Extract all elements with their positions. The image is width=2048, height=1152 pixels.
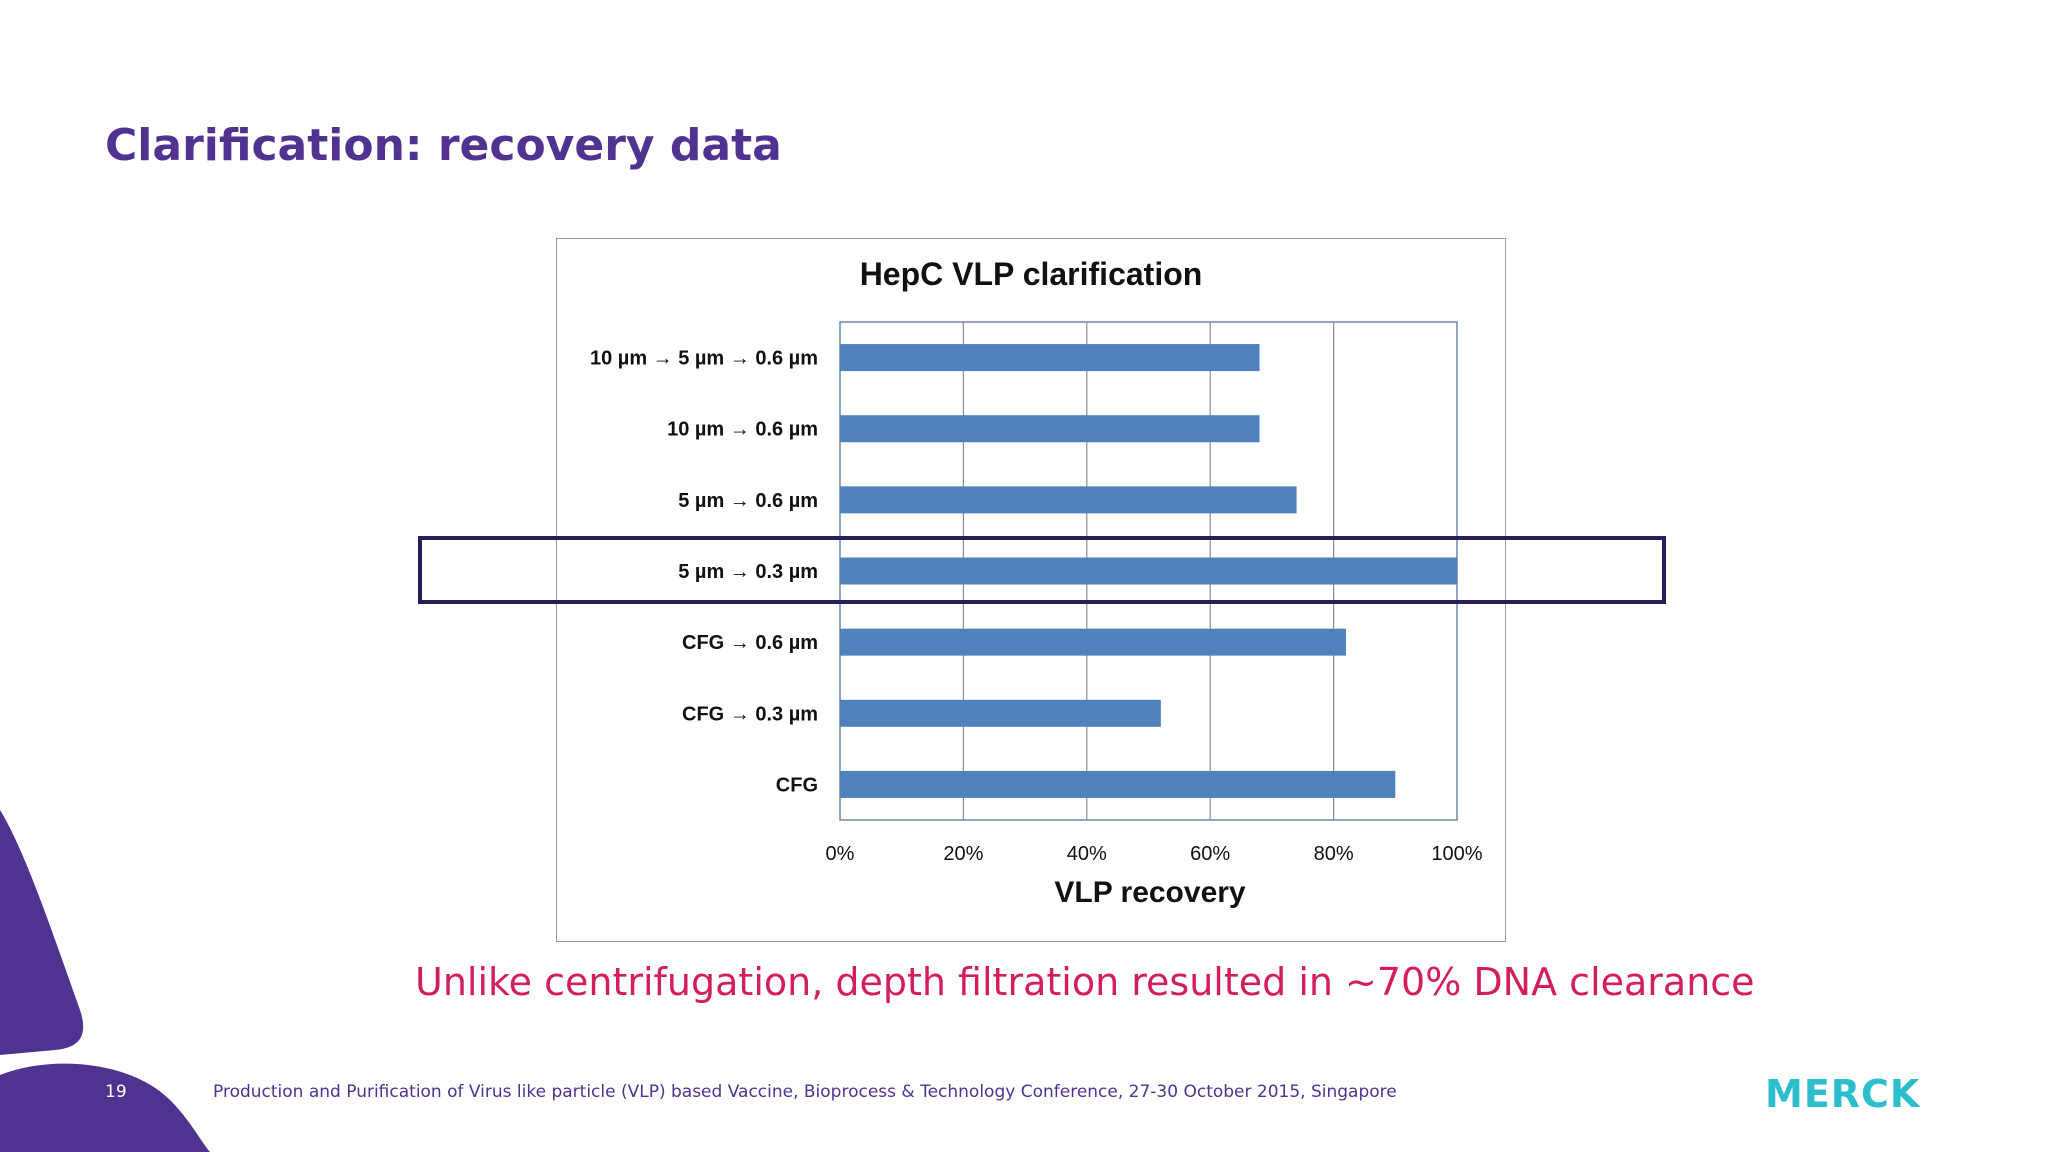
bar (840, 557, 1457, 585)
x-tick-label: 20% (943, 843, 983, 865)
merck-logo: MERCK (1765, 1072, 1921, 1116)
bar (840, 486, 1297, 514)
highlight-box (418, 536, 1666, 604)
category-label: 5 µm → 0.3 µm (678, 561, 818, 583)
category-label: CFG → 0.3 µm (682, 703, 818, 725)
x-axis-title: VLP recovery (1054, 876, 1246, 909)
x-tick-label: 100% (1431, 843, 1482, 865)
chart-title: HepC VLP clarification (859, 256, 1203, 292)
category-label: 5 µm → 0.6 µm (678, 490, 818, 512)
category-label: CFG (776, 774, 818, 796)
category-label: 10 µm → 0.6 µm (667, 419, 818, 441)
footer-text: Production and Purification of Virus lik… (213, 1082, 1397, 1102)
bar (840, 415, 1260, 443)
slide-title: Clarification: recovery data (105, 120, 782, 171)
bar (840, 344, 1260, 372)
x-tick-label: 60% (1190, 843, 1230, 865)
page-number: 19 (105, 1082, 127, 1102)
x-tick-label: 40% (1067, 843, 1107, 865)
callout-text: Unlike centrifugation, depth filtration … (415, 960, 1755, 1004)
bar (840, 628, 1346, 656)
bottom-purple-blob (0, 1063, 210, 1152)
category-label: CFG → 0.6 µm (682, 632, 818, 654)
left-purple-blob (0, 810, 84, 1055)
x-tick-label: 80% (1314, 843, 1354, 865)
category-label: 10 µm → 5 µm → 0.6 µm (590, 348, 818, 370)
bar (840, 770, 1396, 798)
x-tick-label: 0% (826, 843, 855, 865)
bar (840, 699, 1161, 727)
